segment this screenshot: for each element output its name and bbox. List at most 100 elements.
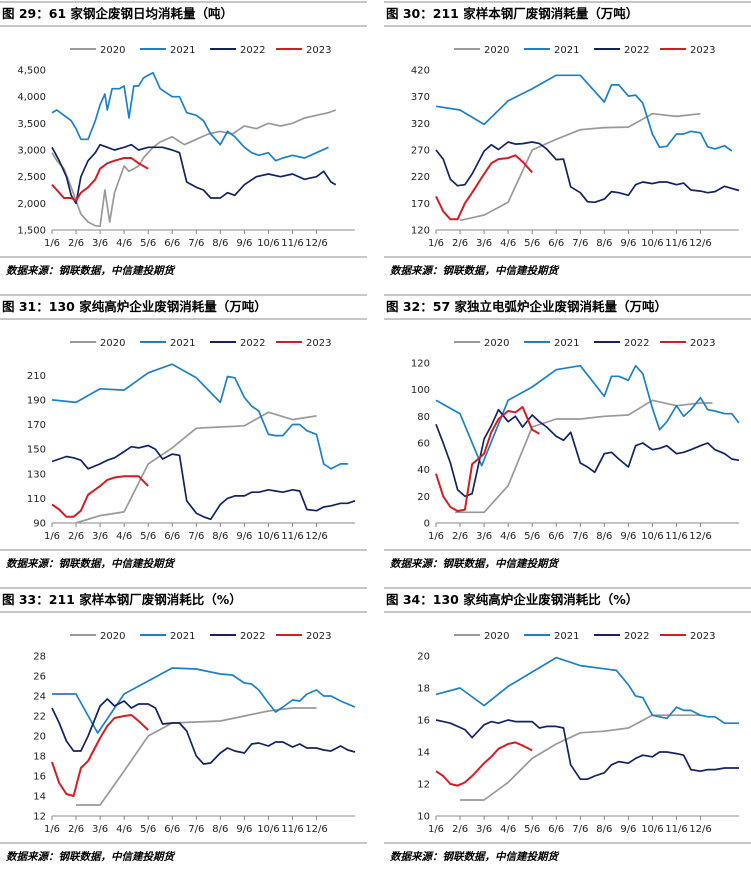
x-tick-label: 9/6 bbox=[620, 824, 636, 835]
x-tick-label: 1/6 bbox=[44, 531, 60, 542]
y-tick-label: 120 bbox=[411, 359, 430, 370]
legend-label-2022: 2022 bbox=[624, 631, 649, 642]
x-tick-label: 10/6 bbox=[641, 531, 663, 542]
x-tick-label: 12/6 bbox=[689, 824, 711, 835]
y-tick-label: 170 bbox=[411, 199, 430, 210]
legend-label-2023: 2023 bbox=[306, 338, 331, 349]
x-tick-label: 5/6 bbox=[140, 824, 156, 835]
legend-label-2022: 2022 bbox=[240, 631, 265, 642]
x-tick-label: 4/6 bbox=[500, 531, 516, 542]
y-tick-label: 12 bbox=[417, 780, 430, 791]
series-line-2022 bbox=[51, 143, 337, 205]
chart-title: 图 34：130 家纯高炉企业废钢消耗比（%） bbox=[386, 592, 638, 607]
x-tick-label: 3/6 bbox=[476, 531, 492, 542]
series-line-2021 bbox=[435, 656, 739, 725]
y-tick-label: 60 bbox=[417, 439, 430, 450]
legend-label-2021: 2021 bbox=[554, 631, 579, 642]
x-tick-label: 12/6 bbox=[305, 824, 327, 835]
y-tick-label: 40 bbox=[417, 465, 430, 476]
chart-svg: 图 29：61 家钢企废钢日均消耗量（吨） 2020 2021 2022 2023 1,5… bbox=[0, 1, 367, 277]
series-line-2020 bbox=[459, 112, 701, 222]
series-line-2023 bbox=[51, 475, 149, 518]
x-tick-label: 1/6 bbox=[44, 238, 60, 249]
y-tick-label: 18 bbox=[417, 684, 430, 695]
y-tick-label: 20 bbox=[33, 732, 46, 743]
y-tick-label: 18 bbox=[33, 752, 46, 763]
y-tick-label: 3,500 bbox=[17, 119, 46, 130]
x-tick-label: 2/6 bbox=[68, 238, 84, 249]
legend-label-2021: 2021 bbox=[554, 45, 579, 56]
legend-label-2021: 2021 bbox=[170, 631, 195, 642]
x-tick-label: 12/6 bbox=[305, 238, 327, 249]
series-line-2021 bbox=[51, 71, 329, 162]
y-tick-label: 14 bbox=[417, 748, 430, 759]
y-tick-label: 3,000 bbox=[17, 146, 46, 157]
x-tick-label: 6/6 bbox=[164, 824, 180, 835]
x-tick-label: 1/6 bbox=[428, 238, 444, 249]
x-tick-label: 6/6 bbox=[548, 531, 564, 542]
x-tick-label: 8/6 bbox=[212, 824, 228, 835]
y-tick-label: 220 bbox=[411, 172, 430, 183]
y-tick-label: 2,500 bbox=[17, 172, 46, 183]
x-tick-label: 1/6 bbox=[428, 824, 444, 835]
x-tick-label: 12/6 bbox=[689, 238, 711, 249]
x-tick-label: 9/6 bbox=[236, 531, 252, 542]
series-line-2020 bbox=[76, 707, 317, 806]
y-tick-label: 120 bbox=[411, 226, 430, 237]
x-tick-label: 8/6 bbox=[596, 238, 612, 249]
series-line-2021 bbox=[51, 363, 348, 470]
x-tick-label: 12/6 bbox=[305, 531, 327, 542]
x-tick-label: 6/6 bbox=[164, 238, 180, 249]
series-line-2023 bbox=[435, 406, 540, 512]
series-line-2021 bbox=[435, 364, 740, 467]
y-tick-label: 1,500 bbox=[17, 226, 46, 237]
series-line-2020 bbox=[75, 411, 317, 524]
y-tick-label: 24 bbox=[33, 692, 46, 703]
legend-label-2023: 2023 bbox=[306, 631, 331, 642]
x-tick-label: 8/6 bbox=[596, 531, 612, 542]
chart-svg: 图 33：211 家样本钢厂废钢消耗比（%）2020 2021 2022 202312… bbox=[0, 587, 367, 863]
y-tick-label: 420 bbox=[411, 66, 430, 77]
x-tick-label: 6/6 bbox=[548, 238, 564, 249]
x-tick-label: 3/6 bbox=[476, 824, 492, 835]
x-tick-label: 12/6 bbox=[689, 531, 711, 542]
x-tick-label: 4/6 bbox=[116, 531, 132, 542]
x-tick-label: 7/6 bbox=[188, 238, 204, 249]
x-tick-label: 5/6 bbox=[524, 238, 540, 249]
y-tick-label: 150 bbox=[27, 445, 46, 456]
x-tick-label: 5/6 bbox=[524, 824, 540, 835]
x-tick-label: 1/6 bbox=[428, 531, 444, 542]
series-line-2023 bbox=[51, 714, 149, 797]
x-tick-label: 4/6 bbox=[116, 824, 132, 835]
x-tick-label: 10/6 bbox=[641, 824, 663, 835]
chart-panel-3: 图 31：130 家纯高炉企业废钢消耗量（万吨） 2020 2021 2022 2023… bbox=[0, 293, 372, 583]
x-tick-label: 3/6 bbox=[476, 238, 492, 249]
y-tick-label: 12 bbox=[33, 812, 46, 823]
x-tick-label: 11/6 bbox=[281, 238, 303, 249]
chart-svg: 图 34：130 家纯高炉企业废钢消耗比（%） 2020 2021 2022 2023 1… bbox=[384, 587, 751, 863]
x-tick-label: 3/6 bbox=[92, 238, 108, 249]
y-tick-label: 26 bbox=[33, 672, 46, 683]
y-tick-label: 110 bbox=[27, 494, 46, 505]
series-line-2022 bbox=[435, 408, 740, 498]
y-tick-label: 10 bbox=[417, 812, 430, 823]
x-tick-label: 9/6 bbox=[236, 238, 252, 249]
x-tick-label: 6/6 bbox=[164, 531, 180, 542]
chart-title: 图 30：211 家样本钢厂废钢消耗量（万吨） bbox=[386, 6, 638, 21]
y-tick-label: 90 bbox=[33, 519, 46, 530]
legend-label-2022: 2022 bbox=[240, 338, 265, 349]
legend-label-2020: 2020 bbox=[484, 45, 509, 56]
y-tick-label: 20 bbox=[417, 652, 430, 663]
legend-label-2020: 2020 bbox=[484, 631, 509, 642]
chart-source: 数据来源：钢联数据，中信建投期货 bbox=[390, 850, 559, 863]
chart-title: 图 31：130 家纯高炉企业废钢消耗量（万吨） bbox=[2, 299, 267, 314]
y-tick-label: 4,500 bbox=[17, 66, 46, 77]
y-tick-label: 190 bbox=[27, 395, 46, 406]
series-line-2020 bbox=[455, 399, 713, 514]
x-tick-label: 7/6 bbox=[572, 238, 588, 249]
series-line-2021 bbox=[435, 74, 733, 152]
y-tick-label: 0 bbox=[424, 519, 430, 530]
y-tick-label: 320 bbox=[411, 119, 430, 130]
chart-title: 图 33：211 家样本钢厂废钢消耗比（%） bbox=[2, 592, 242, 607]
chart-source: 数据来源：钢联数据，中信建投期货 bbox=[6, 557, 175, 570]
